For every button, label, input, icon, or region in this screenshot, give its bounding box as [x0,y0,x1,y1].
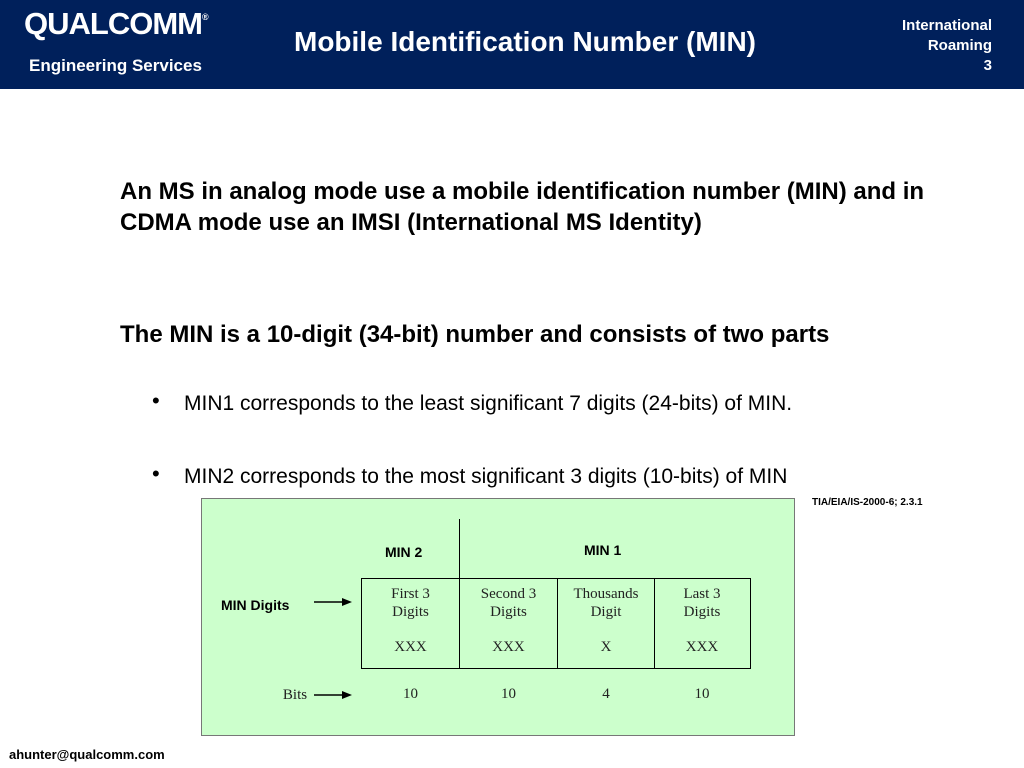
column-divider [459,578,460,668]
header-subtitle: Engineering Services [29,56,202,75]
intro-paragraph: An MS in analog mode use a mobile identi… [120,178,925,236]
bits-label: Bits [282,687,308,703]
bit-count: 10 [403,686,418,702]
slide-header: QUALCOMM® Engineering Services Mobile Id… [0,0,1024,89]
bit-count: 10 [694,686,710,702]
digit-value: XXX [394,639,427,655]
bullet-dot-icon: • [152,388,160,413]
min1-label: MIN 1 [584,542,622,558]
bit-count: 4 [602,686,610,702]
footer-email: ahunter@qualcomm.com [9,747,165,762]
section-label: International Roaming 3 [901,17,992,74]
bit-count: 10 [501,686,516,702]
qualcomm-logo: QUALCOMM® [24,6,209,41]
digits-table [361,578,751,669]
spec-reference: TIA/EIA/IS-2000-6; 2.3.1 [812,497,923,508]
column-header: Second 3 Digits [480,586,537,620]
column-header: Last 3 Digits [683,586,721,620]
slide-title: Mobile Identification Number (MIN) [294,26,756,57]
digit-value: XXX [685,639,719,655]
bullet-dot-icon: • [152,461,160,486]
min2-label: MIN 2 [385,544,423,560]
min-structure-diagram: MIN 2 MIN 1 MIN Digits Bits First 3 Digit… [201,498,795,736]
digit-value: X [600,639,612,655]
page-number: 3 [983,57,992,74]
column-divider [654,578,655,668]
min-divider-line [459,519,460,579]
column-header: First 3 Digits [391,586,430,620]
bits-arrow-icon [314,691,352,699]
column-divider [557,578,558,668]
min-paragraph: The MIN is a 10-digit (34-bit) number an… [120,321,830,348]
digit-value: XXX [492,639,525,655]
column-header: Thousands Digit [573,586,639,620]
min-digits-arrow-icon [314,598,352,606]
min-digits-label: MIN Digits [221,597,290,613]
